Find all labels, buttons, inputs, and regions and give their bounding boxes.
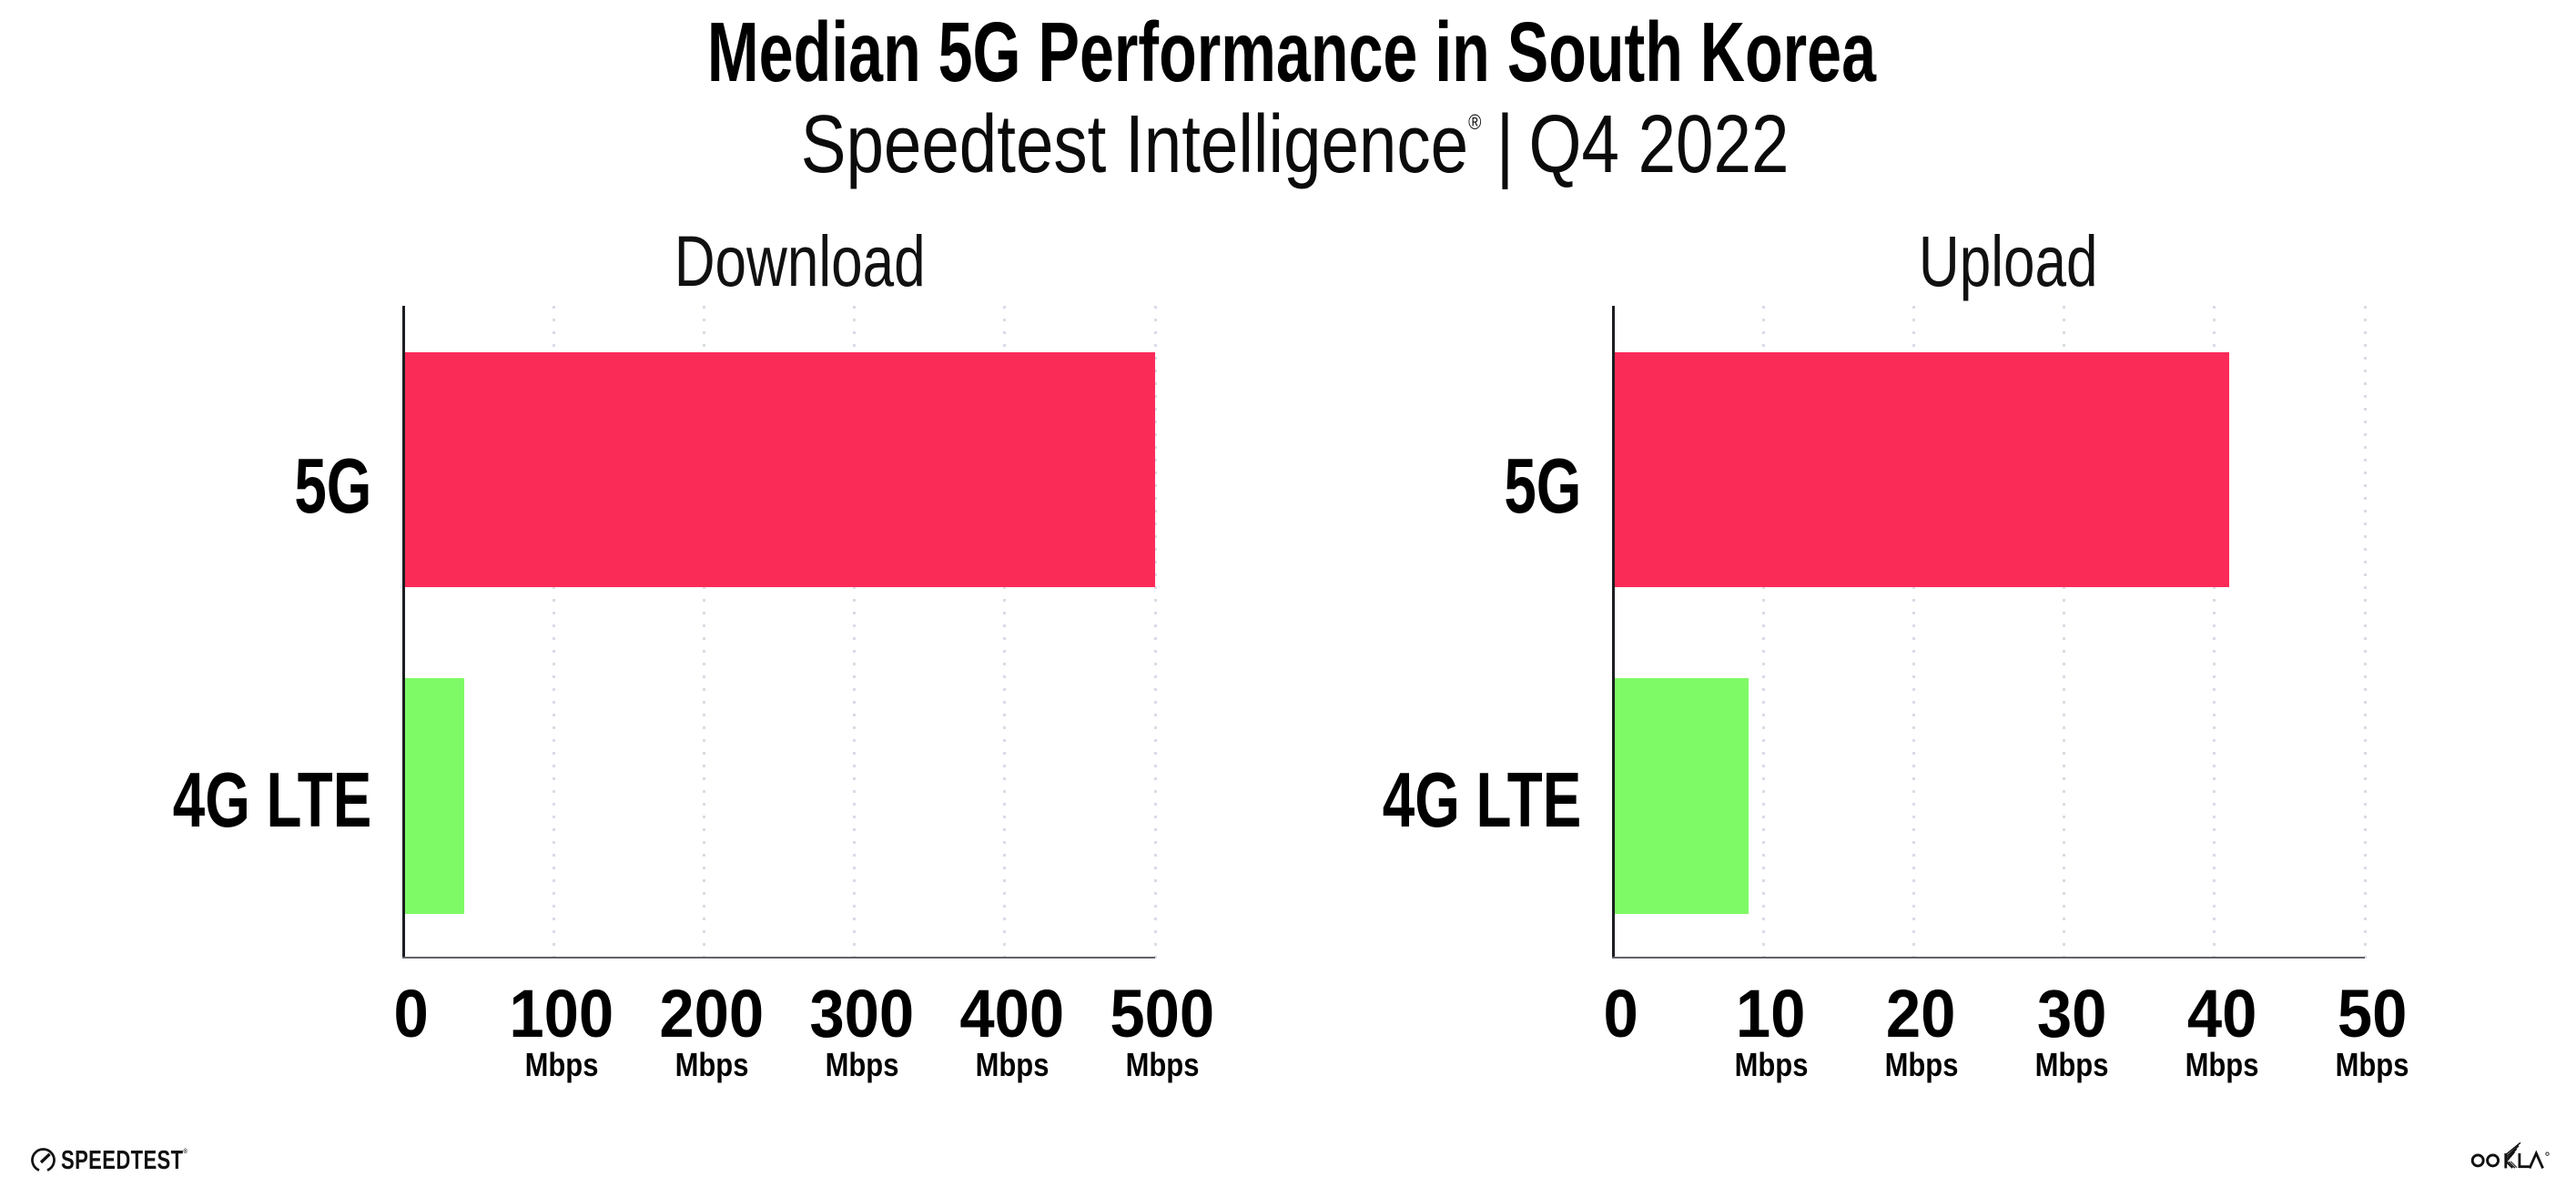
x-tick-10: 10 Mbps (1734, 976, 1808, 1084)
gridline-500 (1153, 306, 1157, 963)
gridline-300 (853, 306, 857, 963)
subtitle-period: Q4 2022 (1528, 99, 1790, 190)
x-tick-0: 0 (1603, 976, 1638, 1052)
bar-download-5g (404, 351, 1155, 588)
speedtest-wordmark: SPEEDTEST® (61, 1145, 188, 1175)
category-label-5g: 5G (1504, 443, 1582, 531)
x-tick-30: 30 Mbps (2034, 976, 2109, 1084)
x-tick-50: 50 Mbps (2335, 976, 2409, 1084)
chart-subtitle-download: Download (674, 220, 926, 301)
subtitle-separator: | (1496, 99, 1515, 190)
gridline-40 (2213, 306, 2216, 963)
gridline-50 (2363, 306, 2367, 963)
chart-subtitle-upload: Upload (1918, 220, 2098, 301)
registered-mark-icon: ® (1468, 109, 1482, 134)
gridline-400 (1003, 306, 1007, 963)
x-tick-200: 200 Mbps (659, 976, 765, 1084)
ookla-logo (2469, 1136, 2552, 1179)
x-tick-100: 100 Mbps (509, 976, 614, 1084)
speedtest-logo (29, 1146, 57, 1179)
x-axis-line (1612, 956, 2365, 959)
gridline-100 (553, 306, 556, 963)
gridline-30 (2063, 306, 2066, 963)
ookla-wordmark-icon (2470, 1141, 2550, 1169)
gridline-200 (703, 306, 706, 963)
y-axis-line (402, 306, 405, 958)
bar-upload-4g-lte (1614, 678, 1749, 914)
gridline-10 (1762, 306, 1766, 963)
x-tick-0: 0 (393, 976, 429, 1052)
x-tick-300: 300 Mbps (809, 976, 915, 1084)
speedtest-gauge-icon (31, 1148, 56, 1172)
x-tick-40: 40 Mbps (2185, 976, 2259, 1084)
x-tick-400: 400 Mbps (959, 976, 1065, 1084)
x-tick-20: 20 Mbps (1884, 976, 1959, 1084)
page-subtitle: Speedtest Intelligence® | Q4 2022 (0, 104, 2576, 206)
bar-upload-5g (1614, 351, 2230, 588)
bar-download-4g-lte (404, 678, 464, 914)
y-axis-line (1612, 306, 1615, 958)
subtitle-brand: Speedtest Intelligence (801, 99, 1469, 190)
x-axis-line (402, 956, 1155, 959)
category-label-4g-lte: 4G LTE (173, 757, 372, 845)
x-tick-500: 500 Mbps (1110, 976, 1215, 1084)
registered-mark-icon: ® (183, 1146, 188, 1155)
category-label-4g-lte: 4G LTE (1382, 757, 1582, 845)
page-title: Median 5G Performance in South Korea (706, 5, 1877, 99)
category-label-5g: 5G (294, 443, 372, 531)
gridline-20 (1912, 306, 1916, 963)
